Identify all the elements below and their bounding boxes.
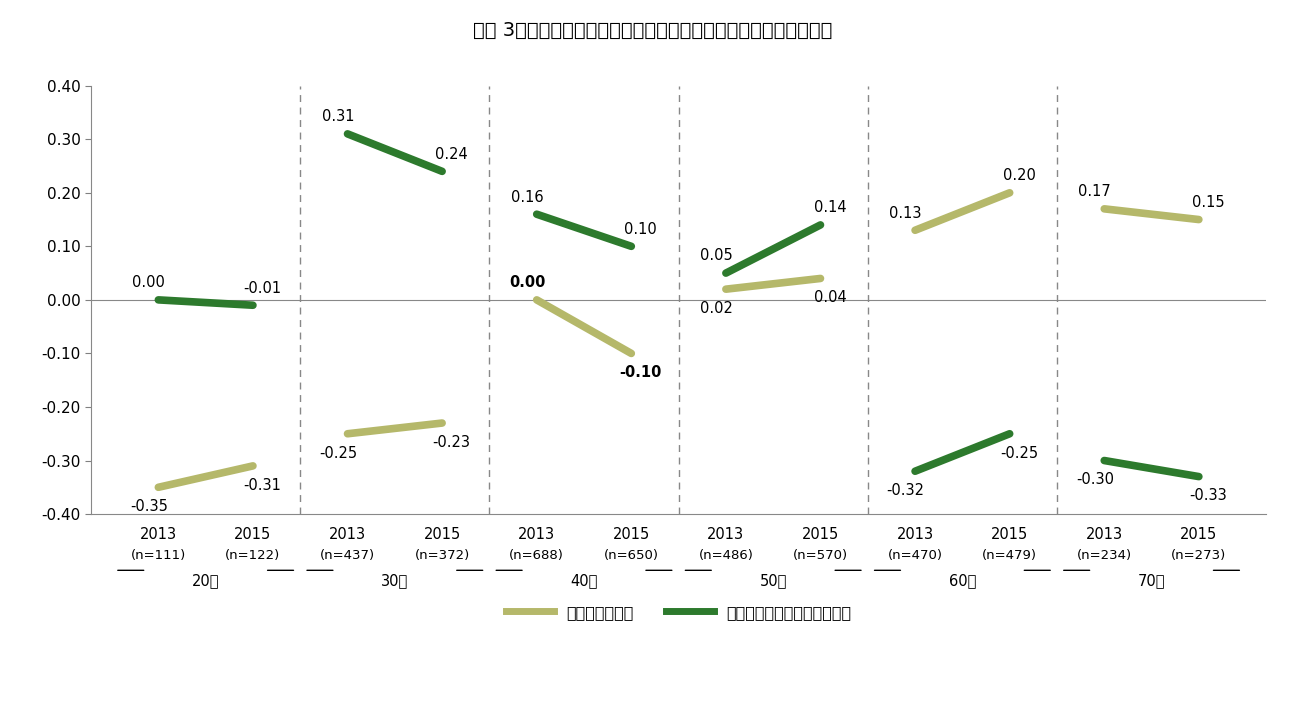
Text: 2015: 2015 [424, 528, 461, 543]
Text: -0.25: -0.25 [1000, 446, 1039, 461]
Text: 0.04: 0.04 [813, 290, 847, 306]
Text: 2015: 2015 [612, 528, 650, 543]
Text: (n=437): (n=437) [320, 549, 375, 562]
Text: -0.32: -0.32 [886, 483, 925, 498]
Text: 0.24: 0.24 [435, 146, 468, 162]
Text: (n=234): (n=234) [1077, 549, 1131, 562]
Text: 2013: 2013 [707, 528, 744, 543]
Text: 0.10: 0.10 [624, 221, 658, 236]
Text: -0.31: -0.31 [244, 478, 282, 493]
Text: -0.10: -0.10 [620, 366, 662, 381]
Text: 0.31: 0.31 [322, 109, 355, 124]
Text: 20代: 20代 [192, 573, 219, 588]
Text: -0.35: -0.35 [130, 499, 168, 514]
Text: 2015: 2015 [801, 528, 839, 543]
Legend: 金融リテラシー, コンサルティング／情報希求: 金融リテラシー, コンサルティング／情報希求 [500, 598, 857, 626]
Text: 60代: 60代 [949, 573, 976, 588]
Text: (n=470): (n=470) [887, 549, 942, 562]
Text: 2013: 2013 [518, 528, 555, 543]
Text: 2015: 2015 [1180, 528, 1218, 543]
Text: (n=122): (n=122) [226, 549, 281, 562]
Text: 50代: 50代 [760, 573, 787, 588]
Text: 40代: 40代 [570, 573, 598, 588]
Text: 0.00: 0.00 [132, 275, 166, 290]
Text: (n=650): (n=650) [604, 549, 659, 562]
Text: 0.00: 0.00 [509, 275, 545, 290]
Text: 2015: 2015 [990, 528, 1028, 543]
Text: -0.01: -0.01 [243, 281, 282, 296]
Text: 0.16: 0.16 [512, 189, 544, 205]
Text: 2013: 2013 [329, 528, 367, 543]
Text: (n=688): (n=688) [509, 549, 564, 562]
Text: (n=273): (n=273) [1171, 549, 1227, 562]
Text: -0.33: -0.33 [1189, 488, 1227, 503]
Text: 2013: 2013 [140, 528, 177, 543]
Text: (n=486): (n=486) [698, 549, 753, 562]
Text: 図表 3　金融リテラシーに関連する因子得点の推移〔年齢階層別〕: 図表 3 金融リテラシーに関連する因子得点の推移〔年齢階層別〕 [472, 21, 833, 41]
Text: (n=570): (n=570) [793, 549, 848, 562]
Text: 0.13: 0.13 [890, 206, 921, 221]
Text: (n=111): (n=111) [130, 549, 187, 562]
Text: -0.23: -0.23 [432, 435, 471, 450]
Text: (n=479): (n=479) [983, 549, 1037, 562]
Text: 0.17: 0.17 [1078, 184, 1111, 199]
Text: 0.02: 0.02 [699, 301, 733, 316]
Text: 0.15: 0.15 [1191, 195, 1224, 210]
Text: 0.14: 0.14 [813, 200, 846, 216]
Text: 2015: 2015 [235, 528, 271, 543]
Text: 0.05: 0.05 [699, 248, 733, 263]
Text: -0.30: -0.30 [1075, 473, 1113, 488]
Text: (n=372): (n=372) [415, 549, 470, 562]
Text: 0.20: 0.20 [1002, 168, 1036, 183]
Text: -0.25: -0.25 [318, 446, 358, 461]
Text: 2013: 2013 [897, 528, 933, 543]
Text: 70代: 70代 [1138, 573, 1165, 588]
Text: 30代: 30代 [381, 573, 408, 588]
Text: 2013: 2013 [1086, 528, 1122, 543]
